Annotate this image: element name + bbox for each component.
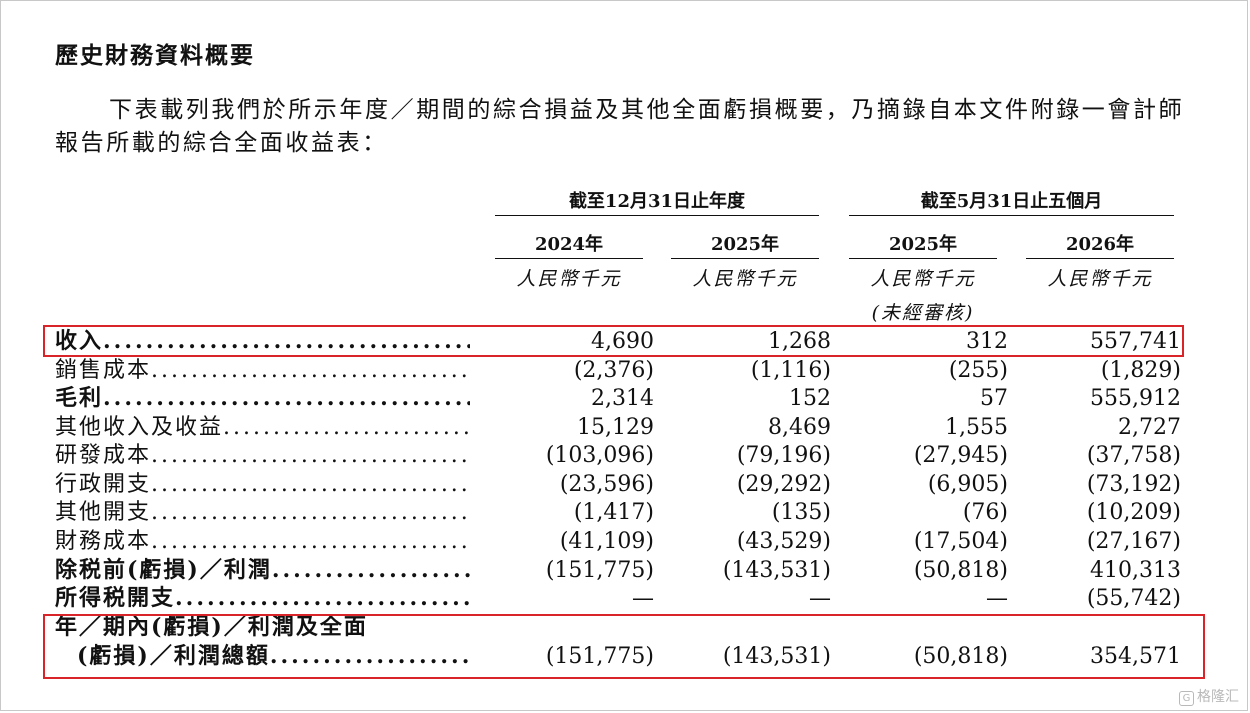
- row-value-3: (17,504): [913, 529, 1008, 554]
- unit-label-2: 人民幣千元: [692, 268, 798, 290]
- table-row: 所得税開支...................................…: [55, 584, 1195, 613]
- row-label: 其他收入及收益.................................…: [55, 415, 470, 440]
- total-row-label-line1: 年／期內(虧損)／利潤及全面: [55, 614, 368, 640]
- row-value-1: (103,096): [545, 443, 654, 468]
- period-annual-underline: [495, 215, 819, 216]
- total-row-value-1: (151,775): [545, 644, 654, 669]
- row-value-4: (27,167): [1086, 529, 1181, 554]
- row-value-3: (50,818): [913, 558, 1008, 583]
- row-label: 收入......................................…: [55, 328, 470, 354]
- row-value-2: (79,196): [736, 443, 831, 468]
- row-value-2: —: [809, 586, 831, 611]
- unit-label-4: 人民幣千元: [1047, 268, 1153, 290]
- watermark: G 格隆汇: [1179, 686, 1239, 706]
- row-value-4: 555,912: [1090, 386, 1181, 411]
- row-value-1: 4,690: [591, 329, 654, 354]
- year-header-2: 2025年: [710, 234, 780, 255]
- row-value-1: (1,417): [573, 500, 654, 525]
- year-underline-1: [495, 258, 643, 259]
- row-label: 行政開支....................................…: [55, 472, 470, 497]
- row-value-1: 2,314: [591, 386, 654, 411]
- unaudited-note: (未經審核): [871, 302, 975, 324]
- row-value-4: (10,209): [1086, 500, 1181, 525]
- revenue-highlight-box: [43, 325, 1184, 357]
- table-row: 行政開支....................................…: [55, 470, 1195, 499]
- table-row: 銷售成本....................................…: [55, 356, 1195, 385]
- row-value-4: (55,742): [1086, 586, 1181, 611]
- row-value-2: (143,531): [722, 558, 831, 583]
- row-value-1: 15,129: [577, 415, 654, 440]
- table-row: 收入......................................…: [55, 327, 1195, 356]
- total-row-value-4: 354,571: [1090, 644, 1181, 669]
- row-value-3: 312: [966, 329, 1008, 354]
- table-row: 其他開支....................................…: [55, 498, 1195, 527]
- row-value-3: (6,905): [927, 472, 1008, 497]
- row-label: 其他開支....................................…: [55, 500, 470, 525]
- row-value-2: (1,116): [750, 358, 831, 383]
- row-value-4: (73,192): [1086, 472, 1181, 497]
- year-underline-4: [1026, 258, 1174, 259]
- period-annual-header: 截至12月31日止年度: [568, 191, 746, 212]
- row-value-2: 152: [789, 386, 831, 411]
- row-value-2: (43,529): [736, 529, 831, 554]
- row-value-1: (23,596): [559, 472, 654, 497]
- total-row-label-line2: (虧損)／利潤總額...............................…: [77, 643, 470, 669]
- row-value-4: (1,829): [1100, 358, 1181, 383]
- total-row-value-3: (50,818): [913, 644, 1008, 669]
- intro-paragraph: 下表載列我們於所示年度／期間的綜合損益及其他全面虧損概要，乃摘錄自本文件附錄一會…: [55, 97, 1185, 156]
- period-five-month-header: 截至5月31日止五個月: [920, 191, 1103, 212]
- row-value-2: (29,292): [736, 472, 831, 497]
- row-value-1: (151,775): [545, 558, 654, 583]
- year-underline-2: [671, 258, 819, 259]
- row-value-4: 557,741: [1090, 329, 1181, 354]
- row-value-2: (135): [771, 500, 831, 525]
- row-label: 財務成本....................................…: [55, 529, 470, 554]
- row-value-3: (76): [962, 500, 1008, 525]
- row-value-1: (2,376): [573, 358, 654, 383]
- table-row: 其他收入及收益.................................…: [55, 413, 1195, 442]
- row-label: 毛利......................................…: [55, 385, 470, 411]
- unit-label-3: 人民幣千元: [870, 268, 976, 290]
- row-label: 研發成本....................................…: [55, 443, 470, 468]
- row-label: 除税前(虧損)／利潤..............................…: [55, 557, 470, 583]
- table-row: 研發成本....................................…: [55, 441, 1195, 470]
- row-value-3: (255): [948, 358, 1008, 383]
- year-underline-3: [849, 258, 997, 259]
- table-row: 財務成本....................................…: [55, 527, 1195, 556]
- row-value-1: (41,109): [559, 529, 654, 554]
- row-value-1: —: [632, 586, 654, 611]
- row-value-3: —: [986, 586, 1008, 611]
- row-value-2: 1,268: [768, 329, 831, 354]
- unit-label-1: 人民幣千元: [516, 268, 622, 290]
- table-row: 毛利......................................…: [55, 384, 1195, 413]
- row-value-3: 1,555: [945, 415, 1008, 440]
- row-value-3: 57: [980, 386, 1008, 411]
- row-label: 所得税開支...................................…: [55, 585, 470, 611]
- year-header-4: 2026年: [1065, 234, 1135, 255]
- total-row-value-2: (143,531): [722, 644, 831, 669]
- total-row: 年／期內(虧損)／利潤及全面 (虧損)／利潤總額................…: [55, 613, 1195, 671]
- row-label: 銷售成本....................................…: [55, 358, 470, 383]
- watermark-logo-icon: G: [1179, 691, 1194, 706]
- year-header-3: 2025年: [888, 234, 958, 255]
- table-row: 除税前(虧損)／利潤..............................…: [55, 556, 1195, 585]
- total-highlight-box: [43, 614, 1205, 679]
- period-five-month-underline: [849, 215, 1174, 216]
- year-header-1: 2024年: [534, 234, 604, 255]
- row-value-4: 410,313: [1090, 558, 1181, 583]
- row-value-3: (27,945): [913, 443, 1008, 468]
- section-heading: 歷史財務資料概要: [55, 42, 255, 69]
- row-value-2: 8,469: [768, 415, 831, 440]
- row-value-4: 2,727: [1118, 415, 1181, 440]
- row-value-4: (37,758): [1086, 443, 1181, 468]
